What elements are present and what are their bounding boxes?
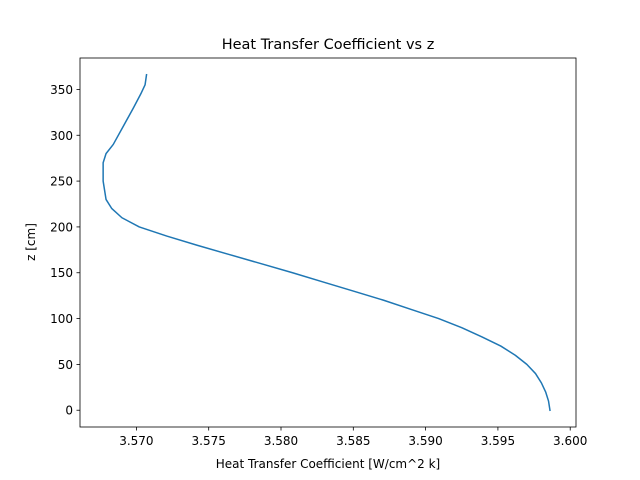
y-tick-label: 0 — [65, 404, 73, 418]
x-tick-label: 3.585 — [336, 434, 370, 448]
x-tick-label: 3.570 — [119, 434, 153, 448]
series-line-0 — [102, 73, 551, 412]
plot-area: 3.570 3.575 3.580 3.585 3.590 3.595 3.600 0 50 10… — [50, 57, 587, 448]
y-tick-label: 150 — [50, 266, 73, 280]
y-tick-label: 350 — [50, 83, 73, 97]
y-tick-label: 300 — [50, 129, 73, 143]
x-tick-label: 3.575 — [192, 434, 226, 448]
x-tick-label: 3.595 — [481, 434, 515, 448]
axes-frame — [79, 57, 577, 428]
chart-title: Heat Transfer Coefficient vs z — [222, 37, 435, 53]
x-tick-label: 3.580 — [264, 434, 298, 448]
y-tick-label: 250 — [50, 175, 73, 189]
y-tick-label: 200 — [50, 220, 73, 234]
x-axis-label: Heat Transfer Coefficient [W/cm^2 k] — [216, 457, 441, 471]
x-tick-label: 3.590 — [408, 434, 442, 448]
x-tick-label: 3.600 — [553, 434, 587, 448]
y-tick-label: 100 — [50, 312, 73, 326]
y-tick-label: 50 — [58, 358, 73, 372]
y-axis-label: z [cm] — [24, 223, 38, 261]
